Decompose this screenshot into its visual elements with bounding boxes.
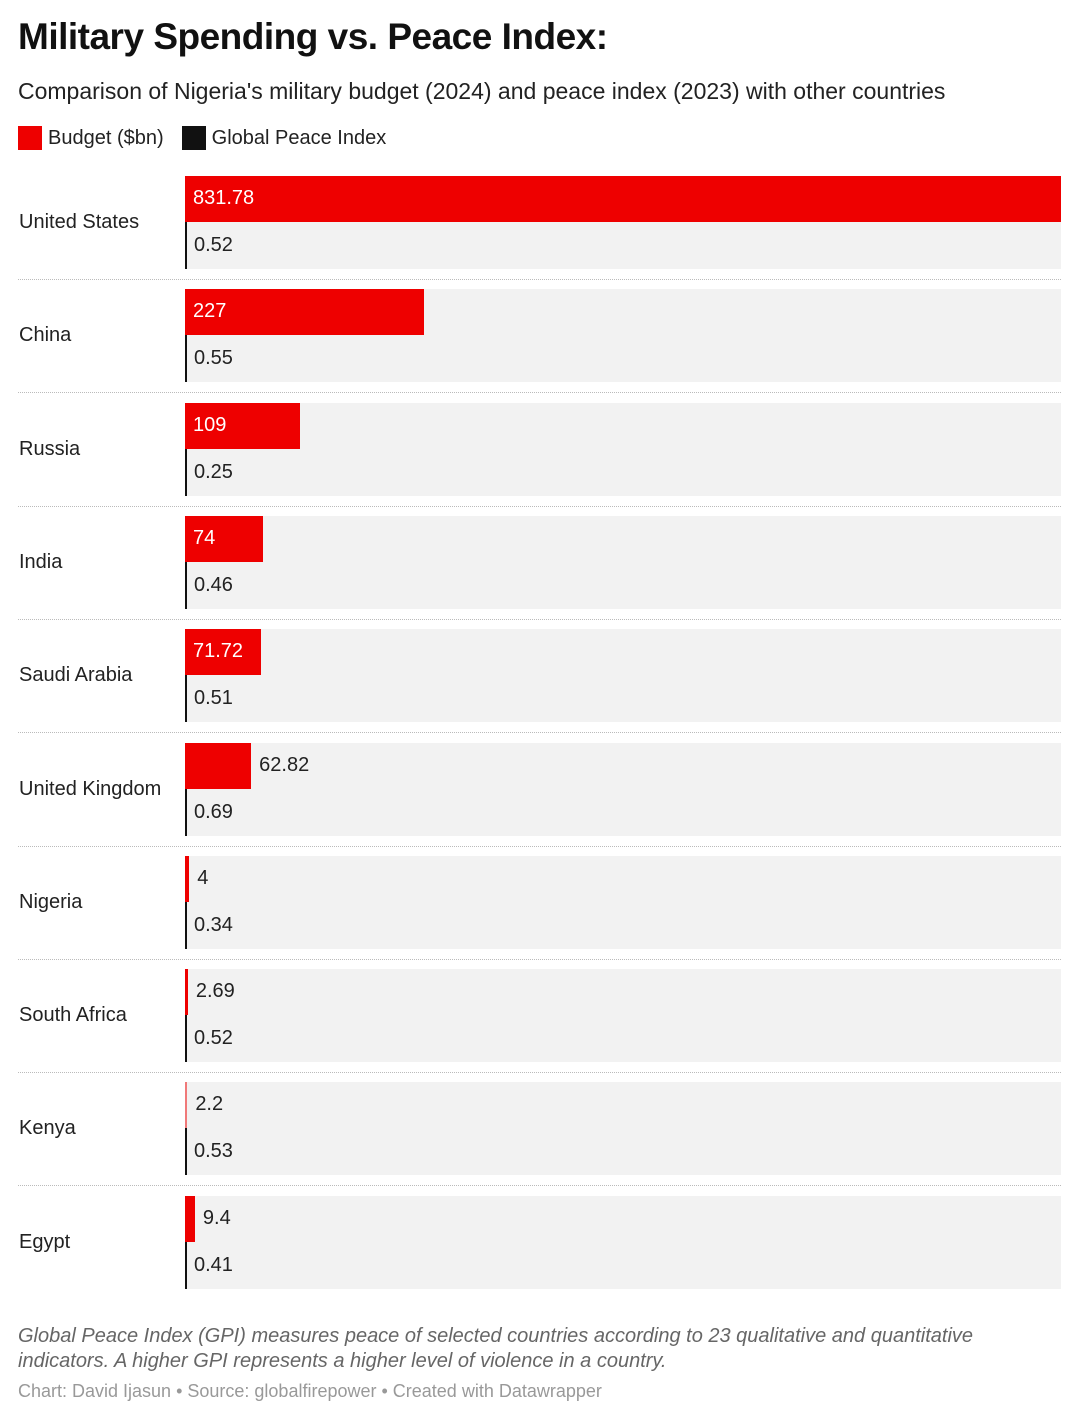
category-label: United Kingdom	[19, 777, 162, 800]
row-separator	[18, 1072, 1061, 1074]
legend-item-gpi: Global Peace Index	[181, 126, 387, 150]
gpi-value-label: 0.51	[194, 687, 233, 710]
budget-bar	[185, 629, 261, 676]
bar-background	[185, 1195, 1061, 1289]
gpi-value-label: 0.69	[194, 800, 233, 823]
gpi-bar	[185, 675, 187, 723]
category-label: Russia	[19, 437, 81, 460]
chart-subtitle: Comparison of Nigeria's military budget …	[18, 78, 946, 104]
bar-background	[185, 629, 1061, 723]
row-separator	[18, 845, 1061, 847]
chart-title: Military Spending vs. Peace Index:	[18, 16, 608, 57]
gpi-bar	[185, 335, 187, 383]
chart-notes: Global Peace Index (GPI) measures peace …	[18, 1325, 974, 1372]
budget-value-label: 227	[193, 300, 227, 323]
gpi-value-label: 0.52	[194, 234, 233, 256]
bar-background	[185, 969, 1061, 1063]
gpi-value-label: 0.55	[194, 347, 233, 370]
gpi-bar	[185, 1015, 187, 1063]
budget-bar	[185, 1195, 195, 1242]
budget-value-label: 109	[193, 413, 227, 436]
budget-bar	[185, 742, 252, 789]
gpi-bar	[185, 561, 187, 609]
row-separator	[18, 1185, 1061, 1187]
legend: Budget ($bn) Global Peace Index	[18, 126, 386, 150]
budget-bar	[185, 402, 300, 449]
legend-label-gpi: Global Peace Index	[211, 126, 387, 149]
category-label: Kenya	[19, 1117, 76, 1140]
legend-label-budget: Budget ($bn)	[48, 126, 164, 149]
gpi-value-label: 0.34	[194, 913, 233, 936]
category-label: Nigeria	[19, 890, 83, 913]
bar-background	[185, 402, 1061, 496]
row-separator	[18, 732, 1061, 734]
bar-background	[185, 742, 1061, 836]
category-label: Egypt	[19, 1230, 71, 1253]
legend-swatch-gpi	[181, 126, 206, 150]
row-separator	[18, 958, 1061, 960]
legend-item-budget: Budget ($bn)	[18, 126, 164, 150]
gpi-value-label: 0.41	[194, 1253, 233, 1276]
gpi-bar	[185, 1128, 187, 1176]
budget-bar	[185, 855, 190, 902]
budget-bar	[185, 1082, 188, 1129]
budget-value-label: 62.82	[259, 753, 310, 776]
bar-chart: United States 831.78 0.52 China 227 0.55 Russi…	[18, 176, 1061, 1289]
budget-value-label: 9.4	[202, 1206, 231, 1229]
gpi-value-label: 0.53	[194, 1140, 233, 1163]
budget-bar	[185, 289, 425, 336]
gpi-value-label: 0.25	[194, 460, 233, 483]
category-label: Saudi Arabia	[19, 664, 133, 687]
row-separator	[18, 618, 1061, 620]
category-label: United States	[19, 211, 140, 233]
gpi-bar	[185, 901, 187, 949]
row-separator	[18, 505, 1061, 507]
budget-value-label: 74	[193, 526, 216, 549]
bar-background	[185, 855, 1061, 949]
budget-value-label: 71.72	[193, 640, 244, 663]
category-label: South Africa	[19, 1004, 127, 1027]
gpi-bar	[185, 788, 187, 836]
category-label: China	[19, 324, 72, 347]
budget-bar	[185, 515, 263, 562]
budget-bar	[185, 176, 1061, 222]
row-separator	[18, 279, 1061, 280]
budget-value-label: 2.69	[195, 980, 235, 1003]
gpi-bar	[185, 222, 187, 269]
budget-value-label: 4	[197, 866, 209, 889]
gpi-value-label: 0.46	[194, 573, 233, 596]
row-separator	[18, 392, 1061, 394]
category-label: India	[19, 550, 63, 573]
budget-bar	[185, 969, 188, 1016]
bar-background	[185, 1082, 1061, 1176]
gpi-bar	[185, 448, 187, 496]
budget-value-label: 2.2	[195, 1093, 224, 1116]
legend-swatch-budget	[18, 126, 42, 150]
gpi-bar	[185, 1241, 187, 1289]
budget-value-label: 831.78	[193, 187, 255, 209]
chart-credit: Chart: David Ijasun • Source: globalfire…	[18, 1381, 602, 1401]
gpi-value-label: 0.52	[194, 1027, 233, 1050]
bar-background	[185, 515, 1061, 609]
